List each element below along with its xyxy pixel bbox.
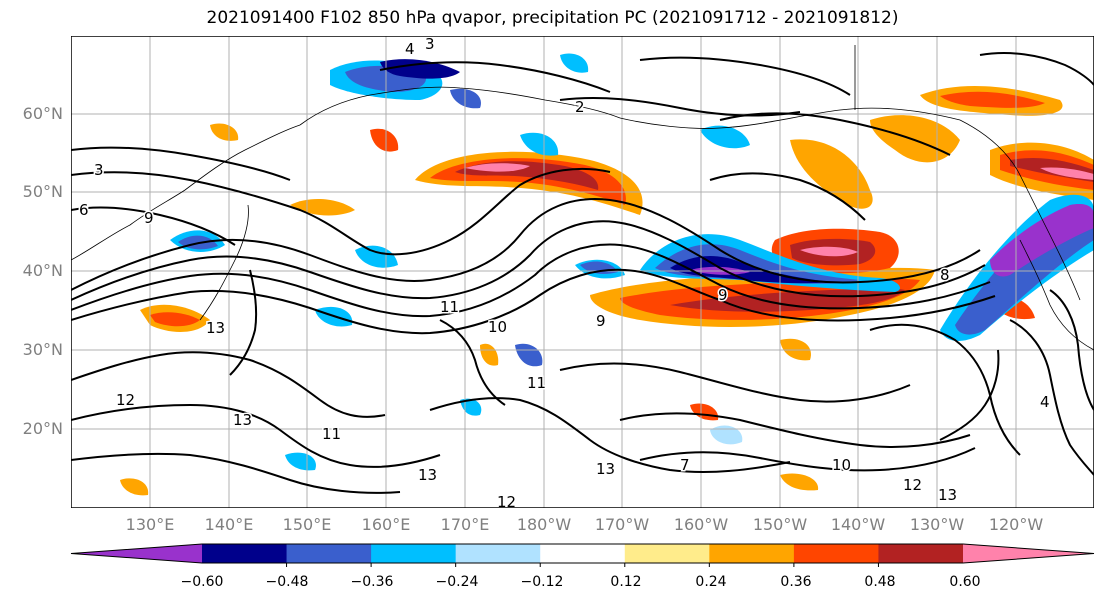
lon-label: 170°E [440, 515, 490, 534]
lat-label: 20°N [22, 419, 63, 438]
colorbar-swatch [286, 544, 372, 563]
lon-label: 160°E [361, 515, 411, 534]
lon-label: 170°W [594, 515, 650, 534]
contour-label: 11 [440, 298, 459, 316]
lon-label: 140°E [204, 515, 254, 534]
colorbar-tick-label: 0.24 [695, 574, 727, 590]
colorbar [70, 543, 1095, 567]
contour-label: 12 [116, 391, 135, 409]
colorbar-tick-label: −0.48 [265, 574, 309, 590]
colorbar-extend-high [963, 544, 1094, 563]
colorbar-swatch [709, 544, 795, 563]
contour-label: 9 [596, 312, 606, 330]
contour-label: 4 [1040, 393, 1050, 411]
map-panel: 4 3 2 3 6 9 11 10 9 13 12 11 13 13 12 10… [71, 35, 1094, 511]
contour-label: 3 [94, 161, 104, 179]
contour-label: 9 [144, 209, 154, 227]
map-grid [71, 36, 1094, 508]
colorbar-tick-label: −0.24 [435, 574, 479, 590]
lon-label: 130°W [909, 515, 965, 534]
contour-label: 3 [425, 35, 435, 53]
contour-label: 11 [322, 425, 341, 443]
colorbar-tick-label: −0.36 [350, 574, 394, 590]
contour-label: 10 [488, 318, 507, 336]
contour-label: 13 [418, 466, 437, 484]
colorbar-tick-label: 0.48 [864, 574, 896, 590]
colorbar-swatch [540, 544, 626, 563]
contour-label: 11 [527, 374, 546, 392]
colorbar-tick-label: 0.60 [949, 574, 981, 590]
contour-label: 8 [940, 266, 950, 284]
colorbar-extend-low [71, 544, 202, 563]
colorbar-swatch [202, 544, 288, 563]
lon-label: 150°E [282, 515, 332, 534]
contour-label: 7 [680, 456, 690, 474]
lon-label: 120°W [988, 515, 1044, 534]
colorbar-swatch [878, 544, 964, 563]
lon-label: 160°W [673, 515, 729, 534]
contour-label: 12 [903, 476, 922, 494]
contour-label: 4 [405, 40, 415, 58]
colorbar-tick-label: 0.12 [610, 574, 642, 590]
lon-label: 140°W [830, 515, 886, 534]
contour-label-group: 4 3 2 3 6 9 11 10 9 13 12 11 13 13 12 10… [78, 35, 1052, 511]
colorbar-tick-label: −0.12 [520, 574, 564, 590]
contour-label: 9 [718, 286, 728, 304]
map-title: 2021091400 F102 850 hPa qvapor, precipit… [206, 8, 899, 28]
colorbar-swatch [371, 544, 457, 563]
contour-label: 13 [596, 460, 615, 478]
lat-label: 50°N [22, 182, 63, 201]
contour-label: 12 [497, 493, 516, 511]
lon-label: 130°E [125, 515, 175, 534]
lat-label: 40°N [22, 261, 63, 280]
lat-label: 60°N [22, 104, 63, 123]
colorbar-tick-label: 0.36 [780, 574, 812, 590]
contour-label: 13 [233, 411, 252, 429]
lat-label: 30°N [22, 340, 63, 359]
qvapor-contours [71, 52, 1094, 494]
lon-label: 150°W [752, 515, 808, 534]
colorbar-outline [70, 543, 1095, 564]
contour-label: 2 [575, 98, 585, 116]
contour-label: 13 [938, 486, 957, 504]
lon-label: 180°W [516, 515, 572, 534]
colorbar-tick-label: −0.60 [180, 574, 224, 590]
contour-label: 6 [79, 201, 89, 219]
contour-label: 10 [832, 456, 851, 474]
colorbar-swatch [793, 544, 879, 563]
colorbar-swatch [624, 544, 710, 563]
colorbar-swatch [455, 544, 541, 563]
contour-label: 13 [206, 319, 225, 337]
